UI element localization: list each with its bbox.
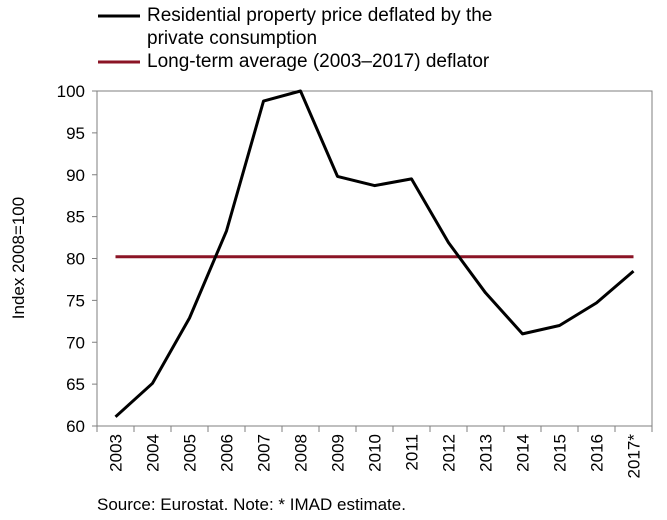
source-note: Source: Eurostat. Note: * IMAD estimate.	[97, 495, 406, 514]
y-tick-label: 80	[66, 250, 85, 269]
y-axis-title: Index 2008=100	[9, 197, 28, 319]
legend-label: private consumption	[147, 28, 317, 49]
legend-label: Residential property price deflated by t…	[147, 5, 492, 26]
y-tick-label: 70	[66, 333, 85, 352]
y-tick-label: 75	[66, 291, 85, 310]
x-axis: 2003 2004 2005 2006 2007 2008 2009 2010 2011 2012…	[96, 426, 653, 479]
y-tick-label: 90	[66, 166, 85, 185]
x-tick-label: 2003	[107, 434, 126, 472]
y-tick-label: 95	[66, 124, 85, 143]
x-tick-label: 2015	[551, 434, 570, 472]
x-tick-label: 2008	[292, 434, 311, 472]
x-tick-label: 2014	[514, 434, 533, 472]
x-tick-label: 2006	[218, 434, 237, 472]
legend-label: Long-term average (2003–2017) deflator	[147, 51, 490, 72]
series-line-residential-price	[114, 89, 635, 418]
x-tick-label: 2009	[329, 434, 348, 472]
y-axis: 60 65 70 75 80 85 90 95 100	[57, 82, 97, 436]
x-tick-label: 2016	[588, 434, 607, 472]
plot-area	[96, 90, 653, 427]
x-tick-label: 2012	[440, 434, 459, 472]
x-tick-label: 2011	[403, 434, 422, 471]
legend: Residential property price deflated by t…	[98, 5, 492, 72]
x-tick-label: 2013	[477, 434, 496, 472]
x-tick-label: 2005	[181, 434, 200, 472]
y-tick-label: 65	[66, 375, 85, 394]
x-tick-label: 2007	[255, 434, 274, 472]
y-tick-label: 85	[66, 208, 85, 227]
x-tick-label: 2017*	[625, 434, 644, 479]
x-tick-label: 2004	[144, 434, 163, 472]
y-tick-label: 60	[66, 417, 85, 436]
x-tick-label: 2010	[366, 434, 385, 472]
series-layer	[114, 89, 635, 418]
y-tick-label: 100	[57, 82, 85, 101]
